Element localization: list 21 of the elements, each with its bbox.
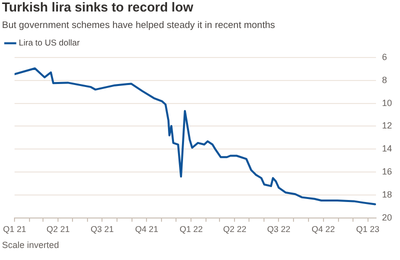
x-tick-label: Q2 22 (223, 224, 247, 234)
text: Scale inverted (2, 240, 60, 250)
y-tick-label: 20 (382, 212, 392, 222)
y-tick-label: 6 (382, 52, 388, 62)
x-tick-label: Q3 22 (267, 224, 291, 234)
y-tick-label: 14 (382, 144, 392, 154)
chart-title: Turkish lira sinks to record low (2, 0, 194, 14)
x-tick-label: Q1 21 (3, 224, 26, 234)
chart-subtitle: But government schemes have helped steady it in recent months (2, 20, 276, 31)
x-tick-label: Q2 21 (46, 224, 70, 234)
y-tick-label: 8 (382, 74, 388, 85)
y-tick-label: 10 (382, 98, 392, 108)
y-tick-label: 16 (382, 166, 392, 176)
y-tick-label: 18 (382, 189, 392, 200)
y-tick-label: 12 (382, 120, 392, 131)
x-tick-label: Q4 21 (135, 224, 159, 234)
x-tick-label: Q1 23 (356, 224, 380, 234)
x-tick-label: Q4 22 (312, 224, 336, 234)
legend-label: Lira to US dollar (18, 38, 80, 48)
x-tick-label: Q1 22 (180, 224, 204, 234)
x-tick-label: Q3 21 (90, 224, 114, 234)
